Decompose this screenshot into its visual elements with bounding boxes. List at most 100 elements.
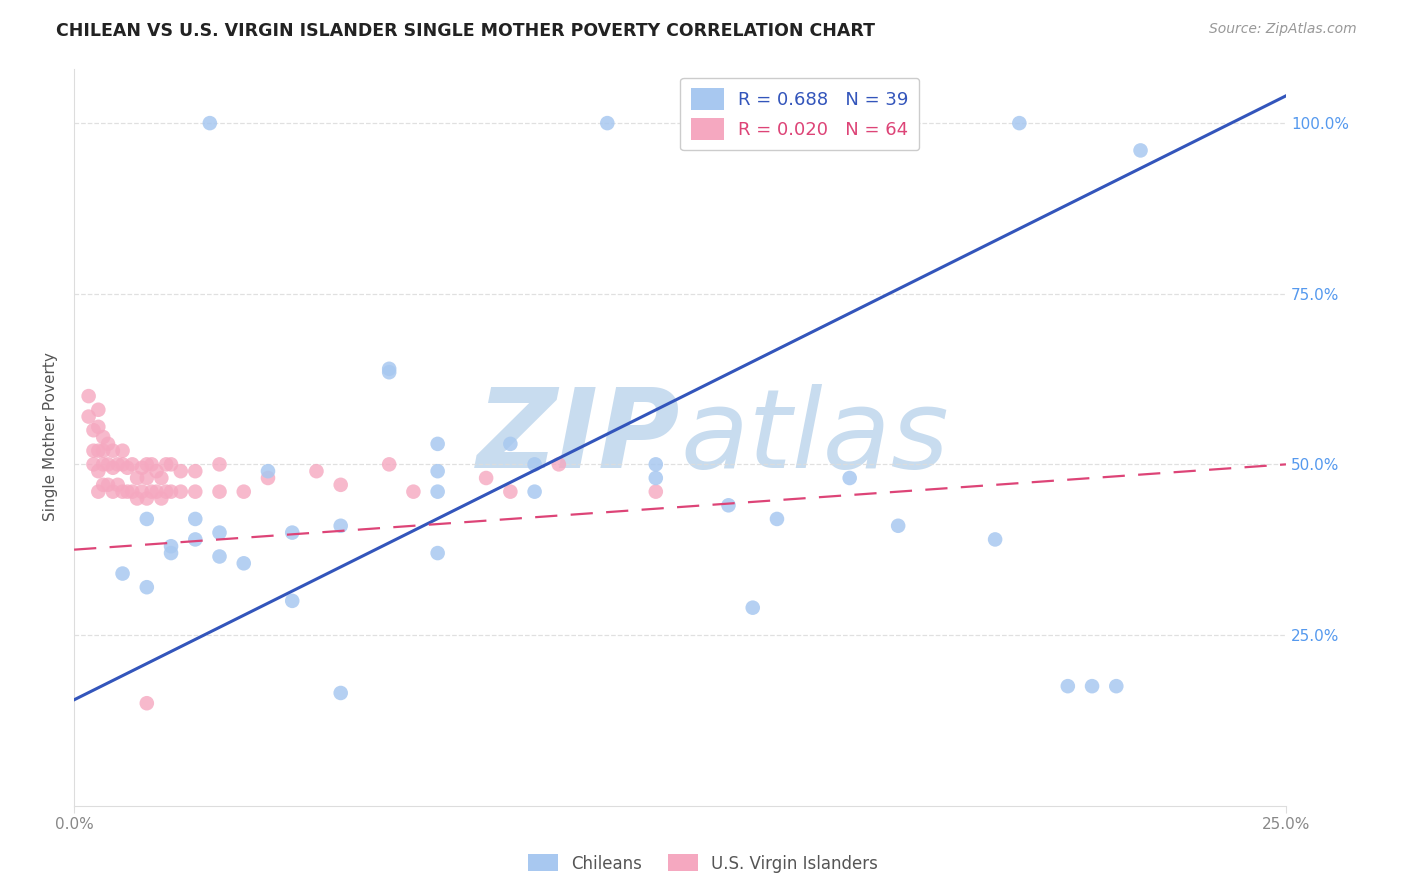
Point: [499, 437, 522, 451]
Point: [155, 484, 177, 499]
Point: [111, 484, 134, 499]
Point: [160, 458, 183, 472]
Point: [329, 478, 352, 492]
Point: [838, 471, 860, 485]
Point: [184, 533, 207, 547]
Point: [378, 365, 401, 379]
Point: [117, 460, 139, 475]
Point: [1008, 116, 1031, 130]
Point: [121, 484, 143, 499]
Point: [82, 458, 104, 472]
Point: [329, 686, 352, 700]
Text: atlas: atlas: [681, 384, 949, 491]
Point: [1056, 679, 1078, 693]
Point: [127, 491, 149, 506]
Point: [101, 460, 124, 475]
Legend: R = 0.688   N = 39, R = 0.020   N = 64: R = 0.688 N = 39, R = 0.020 N = 64: [681, 78, 920, 151]
Point: [208, 458, 231, 472]
Point: [305, 464, 328, 478]
Point: [644, 484, 666, 499]
Point: [766, 512, 789, 526]
Point: [145, 464, 167, 478]
Point: [135, 696, 157, 710]
Point: [257, 471, 280, 485]
Point: [145, 484, 167, 499]
Point: [887, 518, 910, 533]
Point: [281, 525, 304, 540]
Point: [135, 491, 157, 506]
Point: [1129, 144, 1152, 158]
Point: [1081, 679, 1104, 693]
Point: [127, 471, 149, 485]
Point: [475, 471, 498, 485]
Point: [160, 484, 183, 499]
Point: [378, 361, 401, 376]
Point: [107, 478, 129, 492]
Point: [184, 512, 207, 526]
Point: [208, 484, 231, 499]
Point: [329, 518, 352, 533]
Point: [87, 402, 110, 417]
Point: [97, 437, 120, 451]
Point: [101, 484, 124, 499]
Point: [87, 464, 110, 478]
Point: [91, 458, 114, 472]
Point: [87, 443, 110, 458]
Y-axis label: Single Mother Poverty: Single Mother Poverty: [44, 352, 58, 522]
Text: ZIP: ZIP: [477, 384, 681, 491]
Point: [87, 484, 110, 499]
Point: [160, 546, 183, 560]
Point: [741, 600, 763, 615]
Point: [131, 484, 153, 499]
Point: [135, 458, 157, 472]
Point: [170, 464, 193, 478]
Point: [82, 423, 104, 437]
Point: [141, 458, 163, 472]
Point: [499, 484, 522, 499]
Point: [257, 464, 280, 478]
Point: [596, 116, 619, 130]
Point: [547, 458, 569, 472]
Point: [523, 458, 546, 472]
Point: [135, 471, 157, 485]
Point: [170, 484, 193, 499]
Point: [426, 546, 449, 560]
Point: [378, 458, 401, 472]
Point: [644, 471, 666, 485]
Point: [117, 484, 139, 499]
Point: [402, 484, 425, 499]
Point: [426, 464, 449, 478]
Point: [198, 116, 221, 130]
Point: [644, 458, 666, 472]
Point: [131, 460, 153, 475]
Point: [97, 458, 120, 472]
Point: [87, 419, 110, 434]
Point: [426, 484, 449, 499]
Point: [135, 580, 157, 594]
Point: [523, 484, 546, 499]
Text: Source: ZipAtlas.com: Source: ZipAtlas.com: [1209, 22, 1357, 37]
Point: [281, 594, 304, 608]
Point: [101, 443, 124, 458]
Point: [150, 471, 173, 485]
Legend: Chileans, U.S. Virgin Islanders: Chileans, U.S. Virgin Islanders: [522, 847, 884, 880]
Point: [232, 484, 254, 499]
Text: CHILEAN VS U.S. VIRGIN ISLANDER SINGLE MOTHER POVERTY CORRELATION CHART: CHILEAN VS U.S. VIRGIN ISLANDER SINGLE M…: [56, 22, 876, 40]
Point: [208, 525, 231, 540]
Point: [77, 409, 100, 424]
Point: [150, 491, 173, 506]
Point: [121, 458, 143, 472]
Point: [91, 430, 114, 444]
Point: [717, 498, 740, 512]
Point: [111, 443, 134, 458]
Point: [91, 443, 114, 458]
Point: [82, 443, 104, 458]
Point: [111, 566, 134, 581]
Point: [232, 557, 254, 571]
Point: [97, 478, 120, 492]
Point: [184, 484, 207, 499]
Point: [984, 533, 1007, 547]
Point: [1105, 679, 1128, 693]
Point: [107, 458, 129, 472]
Point: [91, 478, 114, 492]
